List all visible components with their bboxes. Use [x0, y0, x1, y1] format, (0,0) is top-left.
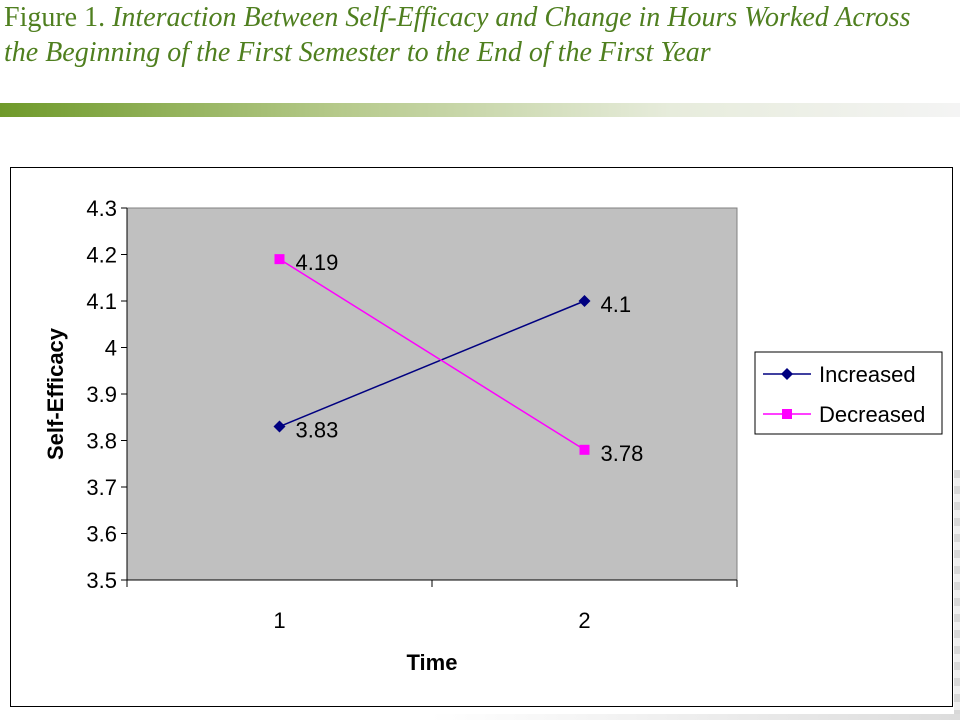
- x-axis-title: Time: [407, 650, 458, 675]
- increased-point: [273, 420, 286, 433]
- decorative-edge: [954, 470, 960, 720]
- title-prefix: Figure 1.: [4, 2, 113, 33]
- x-tick-label: 1: [273, 608, 285, 633]
- y-tick-label: 4.1: [86, 289, 117, 314]
- increased-point: [578, 295, 591, 307]
- plot-area: [126, 207, 738, 581]
- title-divider: [0, 103, 960, 117]
- y-tick-label: 4.3: [86, 196, 117, 221]
- decreased-point: [579, 444, 590, 455]
- increased-data-label: 4.1: [601, 292, 632, 317]
- y-tick-label: 3.9: [86, 382, 117, 407]
- increased-series-line: [279, 300, 585, 428]
- y-tick-label: 4.2: [86, 243, 117, 268]
- y-axis: 3.5 3.6 3.7 3.8 3.9 4 4.1 4.2 4.3: [86, 196, 128, 593]
- legend-increased-label: Increased: [819, 362, 916, 387]
- y-axis-title: Self-Efficacy: [43, 327, 68, 460]
- y-tick-label: 4: [105, 336, 117, 361]
- decreased-data-label: 4.19: [296, 250, 339, 275]
- decreased-data-label: 3.78: [601, 441, 644, 466]
- legend-decreased-label: Decreased: [819, 402, 925, 427]
- legend-increased-marker: [781, 368, 793, 380]
- decorative-bottom-edge: [430, 714, 960, 720]
- decreased-point: [274, 254, 285, 265]
- legend-box: [754, 351, 943, 435]
- y-tick-label: 3.5: [86, 568, 117, 593]
- increased-data-label: 3.83: [296, 418, 339, 443]
- title-italic: Interaction Between Self-Efficacy and Ch…: [4, 2, 911, 68]
- y-tick-label: 3.8: [86, 429, 117, 454]
- legend-decreased-marker: [782, 409, 792, 419]
- slide-title: Figure 1. Interaction Between Self-Effic…: [4, 0, 924, 70]
- series-layer: 3.83 4.1 4.19 3.78: [273, 250, 644, 466]
- legend: Increased Decreased: [754, 351, 943, 435]
- x-tick-label: 2: [578, 608, 590, 633]
- y-tick-label: 3.7: [86, 475, 117, 500]
- decreased-series-line: [279, 258, 585, 451]
- y-tick-label: 3.6: [86, 522, 117, 547]
